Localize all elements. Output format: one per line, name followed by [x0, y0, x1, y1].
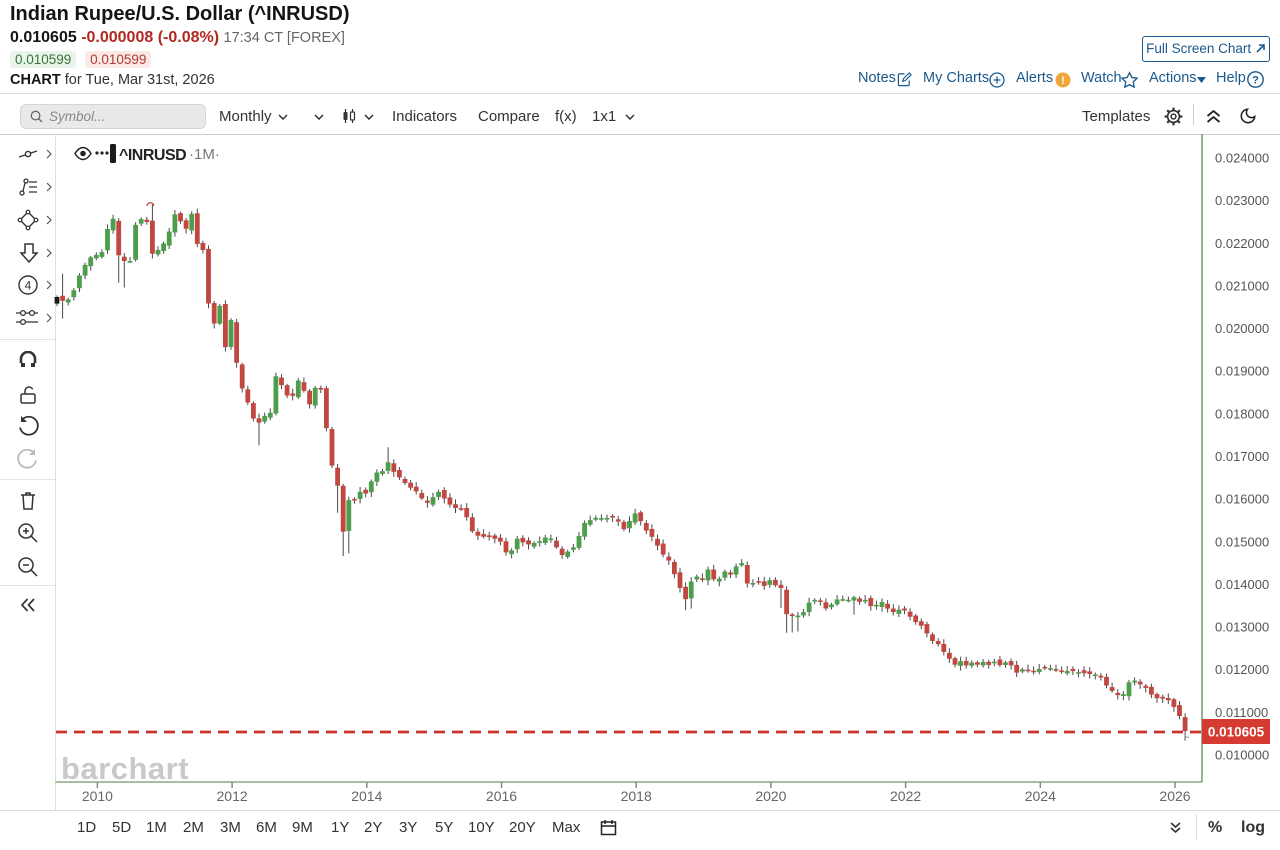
svg-text:0.012000: 0.012000: [1215, 662, 1269, 677]
svg-text:2024: 2024: [1025, 788, 1056, 804]
svg-text:2022: 2022: [890, 788, 921, 804]
svg-text:2010: 2010: [82, 788, 113, 804]
svg-text:0.024000: 0.024000: [1215, 151, 1269, 166]
svg-text:0.020000: 0.020000: [1215, 321, 1269, 336]
svg-text:0.010000: 0.010000: [1215, 748, 1269, 763]
svg-text:0.023000: 0.023000: [1215, 193, 1269, 208]
svg-text:0.015000: 0.015000: [1215, 534, 1269, 549]
svg-text:barchart: barchart: [61, 751, 189, 786]
svg-text:·1M·: ·1M·: [189, 146, 220, 163]
svg-text:0.021000: 0.021000: [1215, 278, 1269, 293]
svg-text:0.011000: 0.011000: [1215, 705, 1268, 720]
svg-text:2026: 2026: [1159, 788, 1190, 804]
svg-text:?: ?: [1252, 74, 1259, 86]
svg-text:0.019000: 0.019000: [1215, 364, 1269, 379]
svg-text:0.010605: 0.010605: [1208, 725, 1265, 740]
svg-text:0.014000: 0.014000: [1215, 577, 1269, 592]
svg-text:!: !: [1061, 75, 1065, 87]
svg-text:2016: 2016: [486, 788, 517, 804]
svg-text:4: 4: [25, 279, 32, 293]
svg-text:0.013000: 0.013000: [1215, 620, 1269, 635]
svg-text:^INRUSD: ^INRUSD: [119, 147, 186, 164]
svg-text:2012: 2012: [217, 788, 248, 804]
svg-text:0.022000: 0.022000: [1215, 236, 1269, 251]
svg-text:0.016000: 0.016000: [1215, 492, 1269, 507]
svg-text:2018: 2018: [621, 788, 652, 804]
svg-text:2020: 2020: [755, 788, 786, 804]
svg-text:2014: 2014: [351, 788, 382, 804]
svg-text:0.017000: 0.017000: [1215, 449, 1269, 464]
svg-text:0.018000: 0.018000: [1215, 406, 1269, 421]
